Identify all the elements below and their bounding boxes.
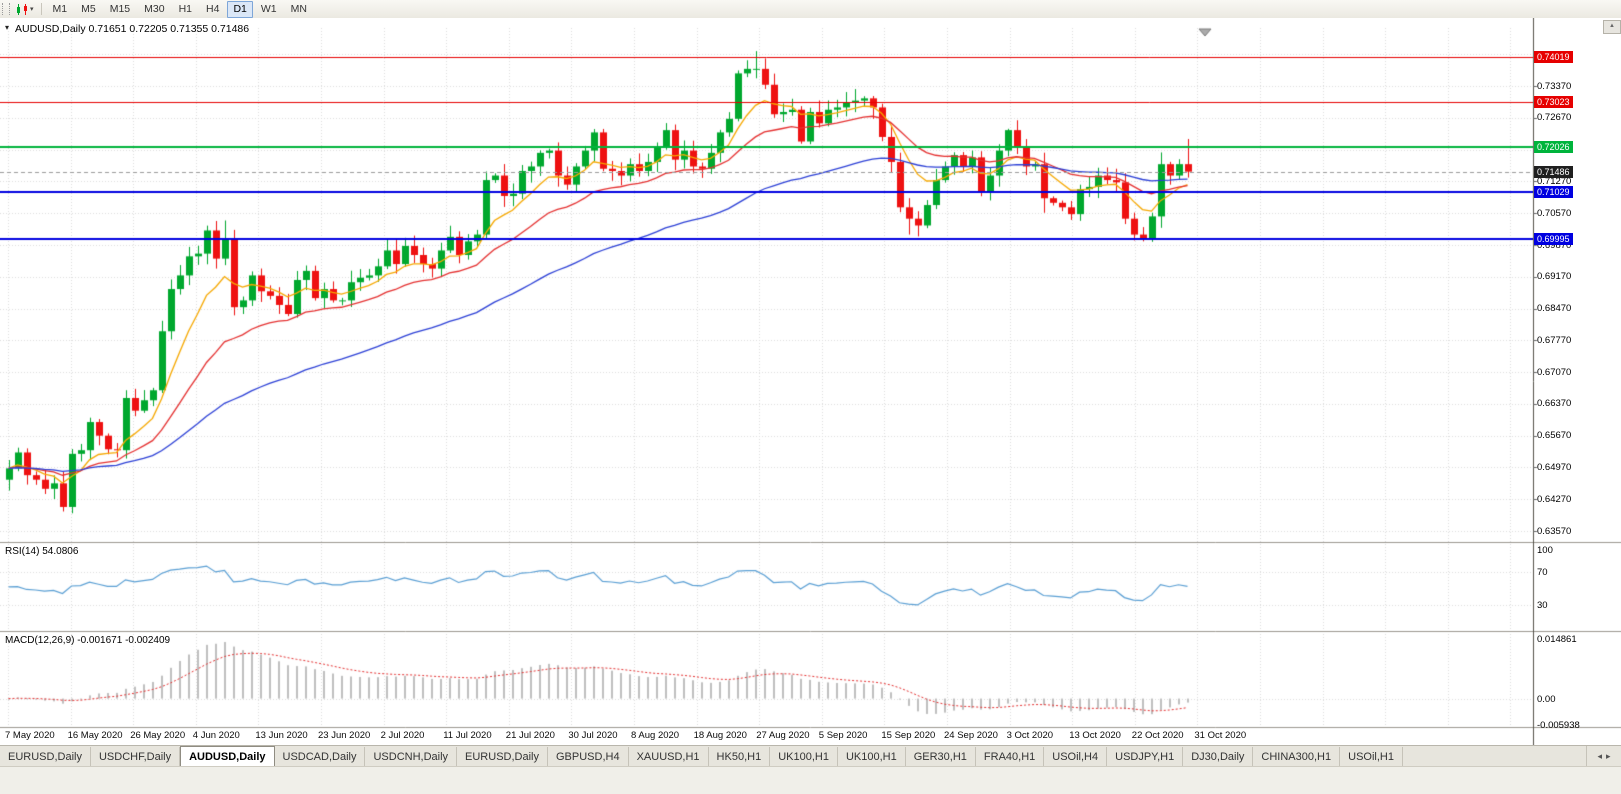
macd-axis-label: 0.00 — [1537, 693, 1556, 705]
price-axis-label: 0.67070 — [1537, 366, 1572, 378]
price-level-label[interactable]: 0.73023 — [1534, 95, 1573, 108]
status-bar — [0, 766, 1621, 794]
symbol-tab-eurusd-daily[interactable]: EURUSD,Daily — [0, 747, 91, 767]
date-axis-label: 4 Jun 2020 — [192, 730, 240, 741]
timeframe-button-m15[interactable]: M15 — [109, 2, 131, 15]
candlestick-chart-icon — [17, 3, 27, 15]
timeframes-toolbar: ▾ M1 M5 M15 M30 H1 H4 D1 W1 MN — [0, 0, 1621, 19]
date-axis-label: 2 Jul 2020 — [380, 730, 425, 741]
price-axis-label: 0.69170 — [1537, 271, 1572, 283]
symbol-tab-gbpusd-h4[interactable]: GBPUSD,H4 — [548, 747, 629, 767]
price-axis-label: 0.64270 — [1537, 493, 1572, 505]
date-axis-label: 7 May 2020 — [5, 730, 55, 741]
date-axis-label: 13 Oct 2020 — [1069, 730, 1121, 741]
date-axis-label: 26 May 2020 — [130, 730, 186, 741]
symbol-tab-usdjpy-h1[interactable]: USDJPY,H1 — [1107, 747, 1184, 767]
tab-scroll-left-button[interactable]: ◂ — [1597, 751, 1602, 761]
chart-type-button[interactable]: ▾ — [13, 1, 37, 17]
tab-scroll-right-button[interactable]: ▸ — [1606, 751, 1611, 761]
date-axis-label: 15 Sep 2020 — [881, 730, 936, 741]
date-axis-label: 5 Sep 2020 — [818, 730, 868, 741]
timeframe-button-m30[interactable]: M30 — [144, 2, 165, 15]
timeframe-button-m5[interactable]: M5 — [81, 2, 96, 15]
toolbar-grip[interactable] — [2, 3, 10, 15]
timeframe-button-m1[interactable]: M1 — [52, 2, 68, 15]
date-axis-label: 23 Jun 2020 — [318, 730, 371, 741]
rsi-axis-label: 70 — [1537, 566, 1548, 578]
symbol-tab-eurusd-daily[interactable]: EURUSD,Daily — [457, 747, 548, 767]
symbol-tab-dj30-daily[interactable]: DJ30,Daily — [1183, 747, 1254, 767]
symbol-tab-china300-h1[interactable]: CHINA300,H1 — [1253, 747, 1341, 767]
date-axis-label: 13 Jun 2020 — [255, 730, 308, 741]
rsi-axis-label: 100 — [1537, 545, 1553, 556]
timeframe-button-h4[interactable]: H4 — [206, 2, 220, 15]
macd-axis-label: 0.014861 — [1537, 634, 1577, 645]
price-axis-label: 0.66370 — [1537, 398, 1572, 410]
timeframe-button-mn[interactable]: MN — [290, 2, 307, 15]
date-axis-label: 22 Oct 2020 — [1131, 730, 1184, 741]
date-axis-label: 11 Jul 2020 — [443, 730, 492, 741]
symbol-tab-usdchf-daily[interactable]: USDCHF,Daily — [91, 747, 181, 767]
symbol-tab-audusd-daily[interactable]: AUDUSD,Daily — [180, 746, 275, 767]
chart-scroll-up-button[interactable]: ▲ — [1603, 20, 1621, 34]
date-axis-label: 3 Oct 2020 — [1006, 730, 1054, 741]
price-axis-label: 0.68470 — [1537, 303, 1572, 315]
macd-indicator-label: MACD(12,26,9) -0.001671 -0.002409 — [5, 635, 171, 646]
symbol-tab-uk100-h1[interactable]: UK100,H1 — [838, 747, 906, 767]
timeframe-buttons: M1 M5 M15 M30 H1 H4 D1 W1 MN — [46, 0, 314, 18]
price-axis-label: 0.70570 — [1537, 207, 1572, 219]
price-axis-label: 0.71270 — [1537, 175, 1572, 187]
price-axis-label: 0.65670 — [1537, 430, 1572, 442]
date-axis-label: 27 Aug 2020 — [756, 730, 810, 741]
price-level-label[interactable]: 0.71029 — [1534, 186, 1573, 199]
tab-strip: EURUSD,Daily USDCHF,Daily AUDUSD,Daily USDC… — [0, 746, 1586, 767]
price-axis-label: 0.73370 — [1537, 80, 1572, 92]
macd-axis-label: -0.005938 — [1537, 719, 1580, 731]
price-axis-label: 0.72670 — [1537, 112, 1572, 124]
date-axis-label: 18 Aug 2020 — [693, 730, 747, 741]
symbol-tab-fra40-h1[interactable]: FRA40,H1 — [976, 747, 1045, 767]
rsi-indicator-label: RSI(14) 54.0806 — [5, 546, 79, 557]
price-axis-label: 0.64970 — [1537, 461, 1572, 473]
symbol-tab-ger30-h1[interactable]: GER30,H1 — [906, 747, 976, 767]
timeframe-button-h1[interactable]: H1 — [178, 2, 193, 15]
symbol-tab-usdcnh-daily[interactable]: USDCNH,Daily — [365, 747, 458, 767]
symbol-tab-usdcad-daily[interactable]: USDCAD,Daily — [275, 747, 366, 767]
tab-scroll-controls: ◂ ▸ — [1586, 746, 1621, 767]
date-axis-label: 24 Sep 2020 — [944, 730, 998, 741]
timeframe-button-d1[interactable]: D1 — [227, 0, 253, 18]
symbol-tab-uk100-h1[interactable]: UK100,H1 — [770, 747, 838, 767]
price-level-label[interactable]: 0.72026 — [1534, 141, 1573, 154]
price-axis-label: 0.67770 — [1537, 334, 1572, 346]
symbol-tab-xauusd-h1[interactable]: XAUUSD,H1 — [629, 747, 709, 767]
price-level-label[interactable]: 0.69995 — [1534, 233, 1573, 246]
chart-title-overlay: AUDUSD,Daily 0.71651 0.72205 0.71355 0.7… — [15, 23, 250, 35]
date-axis-label: 8 Aug 2020 — [631, 730, 680, 741]
current-price-label: 0.71486 — [1534, 165, 1573, 178]
symbol-tab-bar: EURUSD,Daily USDCHF,Daily AUDUSD,Daily USDC… — [0, 745, 1621, 767]
symbol-tab-hk50-h1[interactable]: HK50,H1 — [709, 747, 771, 767]
axis-labels-layer: 0.63570 0.64270 0.64970 0.65670 0.66370 0.670… — [0, 18, 1621, 745]
price-level-label[interactable]: 0.74019 — [1534, 50, 1573, 63]
rsi-axis-label: 30 — [1537, 600, 1548, 612]
date-axis-label: 31 Oct 2020 — [1194, 730, 1247, 741]
date-axis-label: 30 Jul 2020 — [568, 730, 618, 741]
symbol-tab-usoil-h4[interactable]: USOil,H4 — [1044, 747, 1108, 767]
symbol-tab-usoil-h1[interactable]: USOil,H1 — [1340, 747, 1403, 767]
timeframe-button-w1[interactable]: W1 — [260, 2, 277, 15]
toolbar-separator — [40, 3, 42, 15]
price-chart-canvas[interactable] — [0, 18, 1621, 745]
date-axis-label: 16 May 2020 — [67, 730, 123, 741]
up-arrow-icon: ▲ — [1609, 23, 1615, 29]
date-axis-label: 21 Jul 2020 — [505, 730, 555, 741]
chevron-down-icon: ▾ — [30, 6, 34, 13]
price-axis-label: 0.63570 — [1537, 525, 1572, 537]
chart-window: ▾ AUDUSD,Daily 0.71651 0.72205 0.71355 0… — [0, 18, 1621, 745]
chart-menu-triangle-icon[interactable]: ▾ — [5, 23, 10, 32]
